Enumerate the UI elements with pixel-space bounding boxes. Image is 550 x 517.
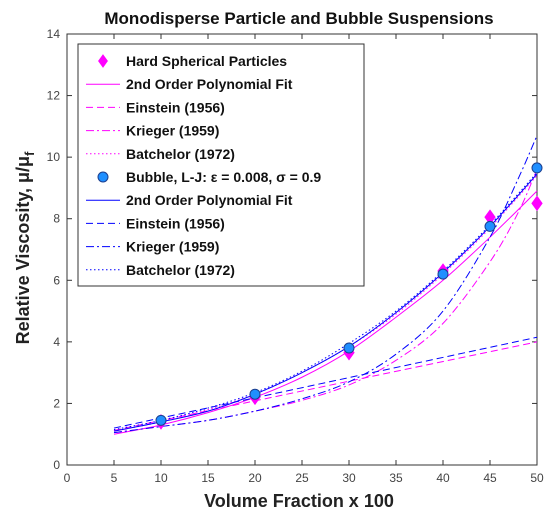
legend-entry-label: Batchelor (1972) — [126, 262, 235, 278]
x-tick-label: 40 — [436, 471, 450, 485]
legend-marker-diamond — [98, 54, 108, 68]
data-point-circle — [343, 342, 355, 354]
legend-entry-label: Batchelor (1972) — [126, 146, 235, 162]
x-tick-label: 5 — [111, 471, 118, 485]
y-tick-label: 14 — [47, 27, 61, 41]
legend-entry-label: Einstein (1956) — [126, 215, 225, 231]
x-tick-label: 35 — [389, 471, 403, 485]
x-tick-label: 30 — [342, 471, 356, 485]
y-tick-label: 0 — [53, 458, 60, 472]
legend-marker-circle — [97, 171, 109, 183]
legend-box — [77, 43, 365, 287]
series-line-2 — [113, 341, 538, 431]
x-tick-label: 0 — [64, 471, 71, 485]
series-line-8 — [113, 135, 538, 434]
x-tick-label: 25 — [295, 471, 309, 485]
x-tick-label: 10 — [154, 471, 168, 485]
x-tick-label: 50 — [530, 471, 544, 485]
data-point-circle — [484, 220, 496, 232]
legend-entry-label: Krieger (1959) — [126, 123, 219, 139]
data-point-diamond — [531, 195, 543, 212]
data-point-circle — [249, 388, 261, 400]
x-tick-label: 20 — [248, 471, 262, 485]
data-point-circle — [155, 414, 167, 426]
y-tick-label: 2 — [53, 396, 60, 410]
chart-title: Monodisperse Particle and Bubble Suspens… — [104, 9, 493, 28]
y-axis-label-subscript: f — [22, 151, 37, 156]
y-tick-label: 4 — [53, 335, 60, 349]
series-line-6 — [113, 173, 538, 432]
data-point-circle — [437, 268, 449, 280]
legend-entry-label: Einstein (1956) — [126, 99, 225, 115]
series-line-7 — [113, 336, 538, 429]
legend-entry-label: Krieger (1959) — [126, 239, 219, 255]
legend-entry-label: 2nd Order Polynomial Fit — [126, 192, 293, 208]
series-line-9 — [113, 172, 538, 431]
y-tick-label: 10 — [47, 150, 61, 164]
y-axis-label-main: Relative Viscosity, μ/μ — [13, 156, 33, 344]
legend-entry-label: 2nd Order Polynomial Fit — [126, 76, 293, 92]
series-line-1 — [113, 190, 538, 435]
legend: Hard Spherical Particles 2nd Order Polyno… — [77, 43, 365, 287]
plot-area: 0 5 10 15 20 25 30 35 40 45 50 0 2 4 6 8 10 12 14 — [47, 27, 544, 485]
x-tick-label: 45 — [483, 471, 497, 485]
y-tick-label: 8 — [53, 212, 60, 226]
legend-entry-label: Bubble, L-J: ε = 0.008, σ = 0.9 — [126, 169, 321, 185]
legend-entry-label: Hard Spherical Particles — [126, 53, 287, 69]
y-axis-label: Relative Viscosity, μ/μf — [13, 151, 37, 344]
y-tick-label: 12 — [47, 89, 61, 103]
data-point-circle — [531, 162, 543, 174]
y-tick-label: 6 — [53, 273, 60, 287]
x-tick-label: 15 — [201, 471, 215, 485]
x-axis-label: Volume Fraction x 100 — [204, 491, 394, 511]
